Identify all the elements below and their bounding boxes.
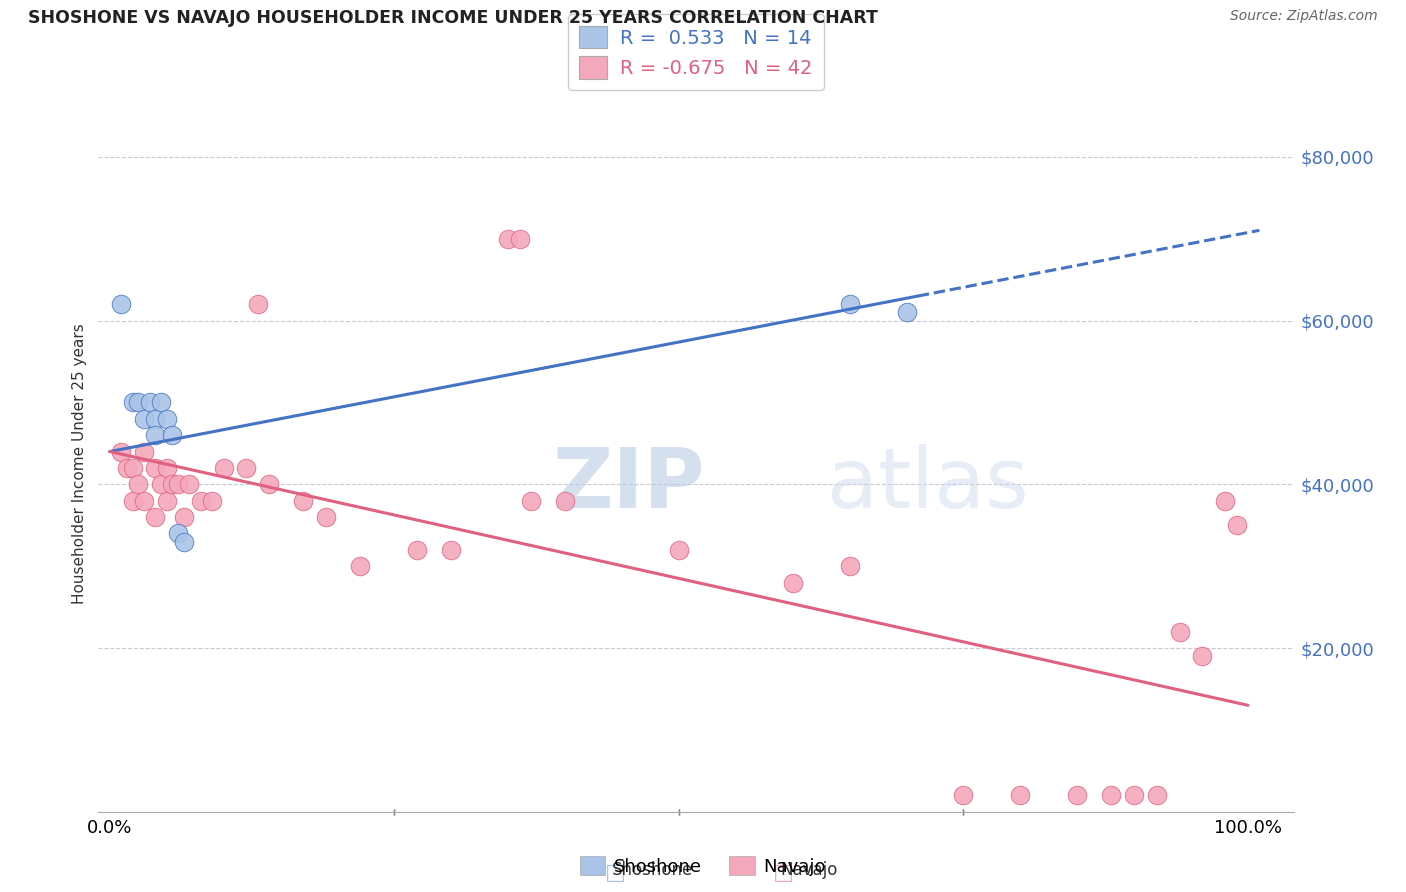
Point xyxy=(162,428,184,442)
Point xyxy=(1123,789,1146,803)
Point xyxy=(349,559,371,574)
Point xyxy=(150,395,173,409)
Point xyxy=(127,477,149,491)
Legend: R =  0.533   N = 14, R = -0.675   N = 42: R = 0.533 N = 14, R = -0.675 N = 42 xyxy=(568,14,824,90)
Point xyxy=(1099,789,1122,803)
Point xyxy=(1146,789,1168,803)
Point xyxy=(121,461,143,475)
Point xyxy=(1010,789,1032,803)
Point xyxy=(179,477,201,491)
Point xyxy=(782,575,804,590)
Text: Navajo: Navajo xyxy=(780,861,838,879)
Point xyxy=(1066,789,1088,803)
Point xyxy=(257,477,280,491)
Point xyxy=(838,559,860,574)
Point xyxy=(190,493,212,508)
Point xyxy=(110,444,132,458)
Point xyxy=(235,461,257,475)
Point xyxy=(143,510,166,524)
Legend: Shoshone, Navajo: Shoshone, Navajo xyxy=(572,849,834,883)
Point xyxy=(520,493,543,508)
Point xyxy=(554,493,576,508)
Point xyxy=(156,461,179,475)
Point xyxy=(406,542,429,557)
Point xyxy=(246,297,269,311)
Y-axis label: Householder Income Under 25 years: Householder Income Under 25 years xyxy=(72,324,87,604)
Point xyxy=(132,493,155,508)
Point xyxy=(668,542,690,557)
Point xyxy=(173,510,195,524)
Text: Source: ZipAtlas.com: Source: ZipAtlas.com xyxy=(1230,9,1378,23)
Point xyxy=(838,297,860,311)
Point xyxy=(896,305,918,319)
Point xyxy=(1191,649,1213,664)
Point xyxy=(110,297,132,311)
Point xyxy=(167,477,190,491)
Point xyxy=(156,493,179,508)
Point xyxy=(509,232,531,246)
Point xyxy=(121,493,143,508)
Point xyxy=(121,395,143,409)
Point xyxy=(132,444,155,458)
Text: □: □ xyxy=(605,863,626,883)
Point xyxy=(143,412,166,426)
Point xyxy=(167,526,190,541)
Point xyxy=(162,477,184,491)
Text: □: □ xyxy=(773,863,794,883)
Point xyxy=(201,493,224,508)
Point xyxy=(1226,518,1249,533)
Point xyxy=(212,461,235,475)
Text: Shoshone: Shoshone xyxy=(612,861,693,879)
Point xyxy=(127,395,149,409)
Point xyxy=(115,461,138,475)
Point xyxy=(1168,624,1191,639)
Point xyxy=(292,493,315,508)
Text: atlas: atlas xyxy=(827,444,1029,525)
Text: SHOSHONE VS NAVAJO HOUSEHOLDER INCOME UNDER 25 YEARS CORRELATION CHART: SHOSHONE VS NAVAJO HOUSEHOLDER INCOME UN… xyxy=(28,9,877,27)
Point xyxy=(143,461,166,475)
Point xyxy=(143,428,166,442)
Text: ZIP: ZIP xyxy=(553,444,704,525)
Point xyxy=(496,232,519,246)
Point xyxy=(1213,493,1236,508)
Point xyxy=(315,510,337,524)
Point xyxy=(138,395,160,409)
Point xyxy=(173,534,195,549)
Point xyxy=(132,412,155,426)
Point xyxy=(952,789,974,803)
Point xyxy=(150,477,173,491)
Point xyxy=(156,412,179,426)
Point xyxy=(440,542,463,557)
